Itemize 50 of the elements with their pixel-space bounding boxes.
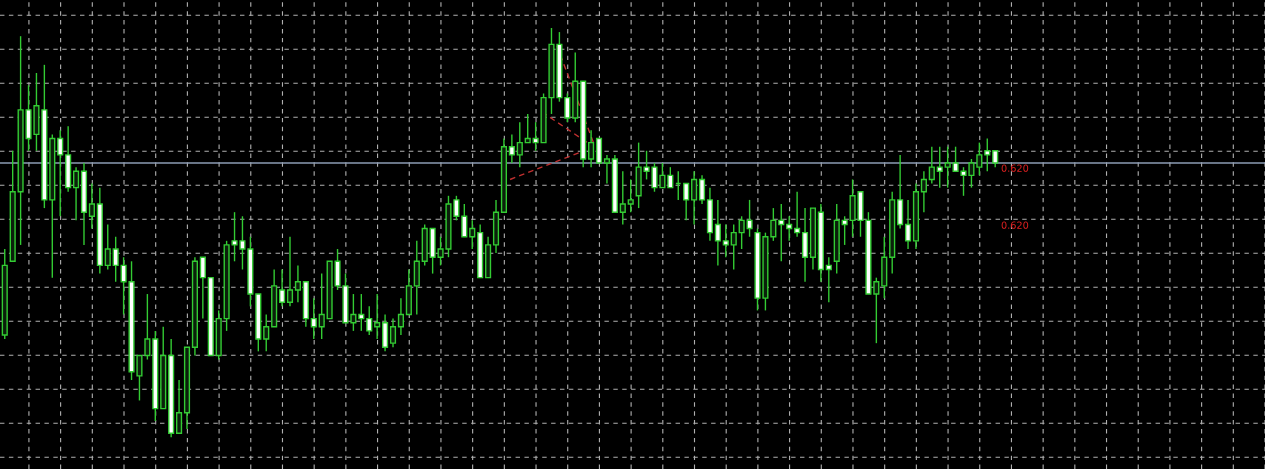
candlestick [770, 207, 777, 242]
candlestick [904, 199, 912, 250]
candlestick [112, 236, 119, 283]
candlestick [984, 137, 991, 172]
candlestick [294, 264, 301, 303]
candlestick [920, 170, 927, 213]
candlestick [627, 178, 634, 213]
candlestick [263, 313, 270, 353]
candlestick [199, 256, 206, 320]
candlestick [873, 276, 880, 344]
candlestick [944, 146, 951, 189]
candlestick [928, 146, 935, 185]
candlestick [358, 293, 365, 332]
candlestick [279, 268, 286, 308]
candlestick [104, 223, 111, 271]
candlestick [714, 199, 721, 267]
candlestick [374, 293, 381, 340]
text: 0.620 [1001, 221, 1029, 229]
candlestick [72, 166, 80, 222]
candlestick [508, 133, 515, 164]
candlestick [469, 219, 476, 250]
candlestick [88, 182, 95, 230]
candlestick [730, 223, 737, 271]
candlestick [683, 182, 690, 222]
candlestick [461, 203, 468, 238]
candlestick [366, 305, 373, 336]
candlestick [564, 92, 571, 123]
candlestick [825, 256, 832, 303]
candlestick [794, 191, 801, 238]
text: 0.620 [1001, 164, 1029, 172]
candlestick [698, 174, 706, 205]
candlestick [516, 121, 523, 168]
candlestick [936, 146, 943, 189]
candlestick [786, 215, 793, 242]
candlestick [722, 223, 729, 258]
candlestick [397, 297, 405, 336]
candlestick [588, 129, 595, 168]
candlestick [667, 166, 674, 189]
candlestick [619, 170, 626, 226]
candlestick [318, 272, 325, 340]
candlestick [841, 215, 848, 246]
candlestick [310, 297, 317, 340]
candlestick [286, 236, 294, 308]
candlestick [176, 379, 183, 434]
candlestick [524, 113, 531, 144]
candlestick [603, 154, 611, 185]
candlestick [691, 170, 698, 226]
candlestick [57, 129, 64, 217]
candlestick [778, 203, 785, 262]
candlestick [389, 317, 397, 348]
